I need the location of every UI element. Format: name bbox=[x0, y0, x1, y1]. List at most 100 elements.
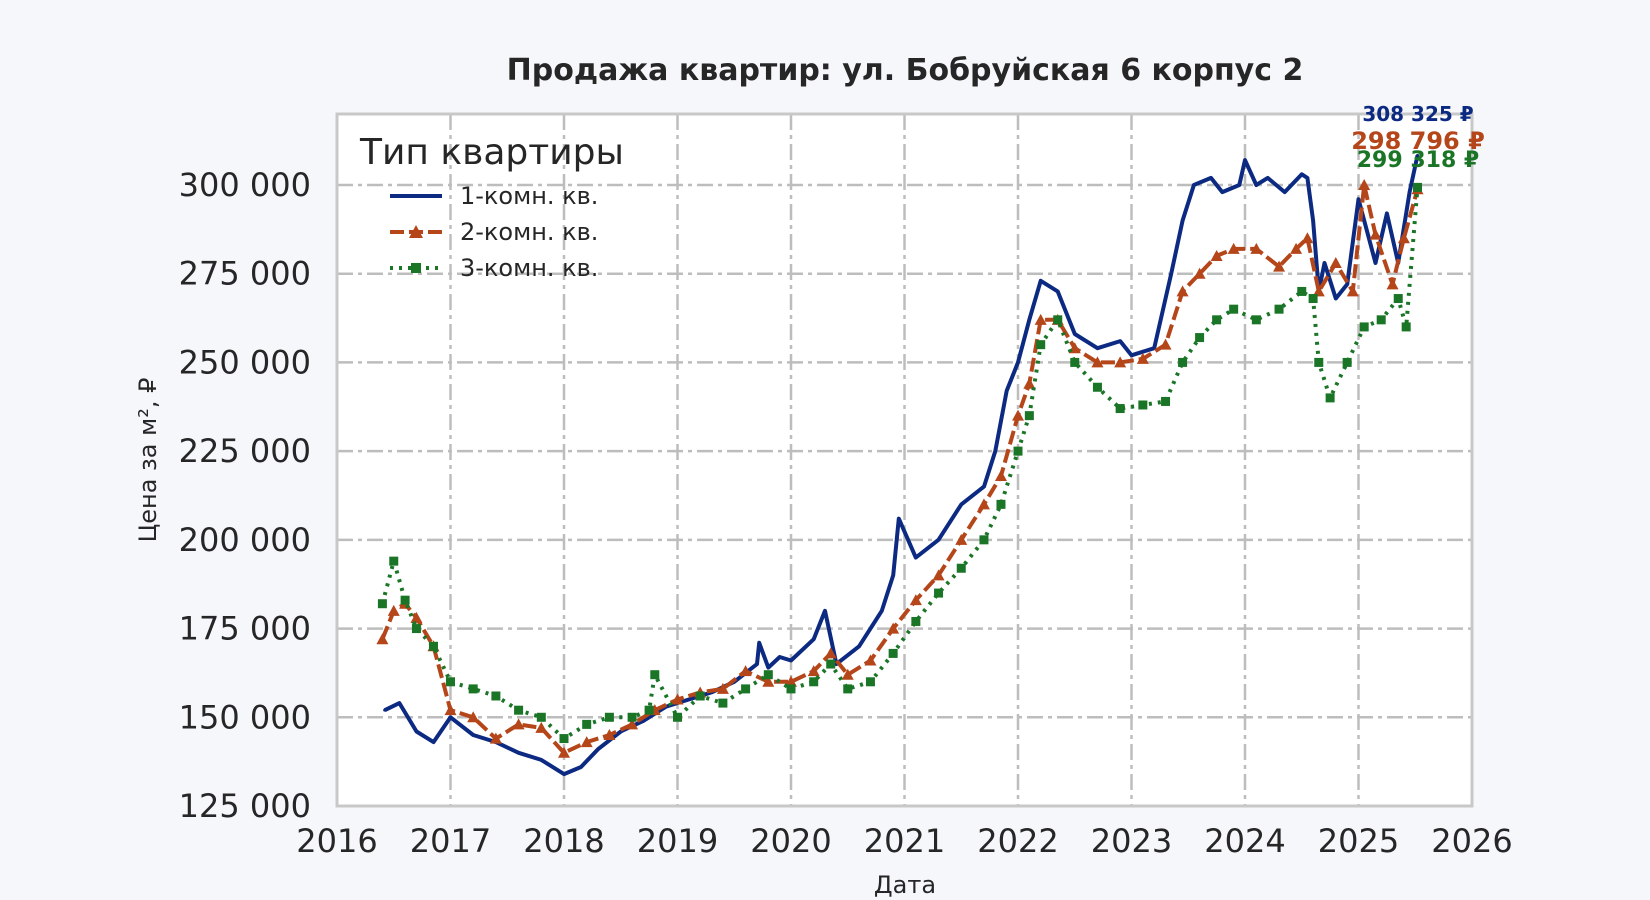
series-point-3 bbox=[604, 712, 614, 722]
series-point-3 bbox=[1325, 393, 1335, 403]
series-point-1 bbox=[562, 772, 566, 776]
series-point-2 bbox=[1290, 242, 1303, 254]
x-tick-label: 2017 bbox=[410, 822, 491, 860]
series-point-3 bbox=[741, 684, 751, 694]
series-point-2 bbox=[626, 718, 639, 730]
series-point-1 bbox=[1305, 176, 1309, 180]
series-point-1 bbox=[891, 573, 895, 577]
series-point-3 bbox=[582, 719, 592, 729]
series-point-3 bbox=[1024, 411, 1034, 421]
series-point-2 bbox=[1034, 313, 1047, 325]
series-point-1 bbox=[1243, 158, 1247, 162]
series-point-3 bbox=[491, 691, 501, 701]
series-point-1 bbox=[789, 659, 793, 663]
series-point-1 bbox=[1209, 176, 1213, 180]
y-tick-label: 200 000 bbox=[179, 521, 311, 559]
series-point-3 bbox=[718, 698, 728, 708]
series-point-2 bbox=[864, 654, 877, 666]
series-point-3 bbox=[411, 624, 421, 634]
y-tick-label: 225 000 bbox=[179, 432, 311, 470]
series-point-2 bbox=[1273, 260, 1286, 272]
y-tick-label: 175 000 bbox=[179, 610, 311, 648]
series-point-2 bbox=[558, 746, 570, 758]
series-point-1 bbox=[1416, 153, 1420, 157]
series-point-1 bbox=[1283, 190, 1287, 194]
series-point-3 bbox=[1212, 315, 1222, 325]
series-point-2 bbox=[739, 665, 752, 677]
series-point-2 bbox=[1312, 285, 1325, 297]
series-point-3 bbox=[468, 684, 478, 694]
series-point-1 bbox=[687, 698, 691, 702]
series-point-1 bbox=[1220, 190, 1224, 194]
y-tick-label: 300 000 bbox=[179, 166, 311, 204]
series-point-2 bbox=[603, 729, 616, 741]
series-point-3 bbox=[826, 659, 836, 669]
legend-marker-3 bbox=[411, 263, 421, 273]
series-point-1 bbox=[897, 517, 901, 521]
series-point-3 bbox=[1070, 357, 1080, 367]
x-axis-label: Дата bbox=[874, 871, 936, 899]
series-point-2 bbox=[1250, 242, 1263, 254]
series-point-3 bbox=[1297, 286, 1307, 296]
series-point-3 bbox=[1251, 315, 1261, 325]
legend-label-3: 3-комн. кв. bbox=[460, 254, 598, 282]
y-tick-label: 150 000 bbox=[179, 698, 311, 736]
series-point-2 bbox=[1386, 278, 1399, 290]
series-point-2 bbox=[671, 693, 684, 705]
legend-marker-2 bbox=[409, 225, 423, 238]
series-point-3 bbox=[865, 677, 875, 687]
series-point-1 bbox=[1095, 346, 1099, 350]
series-point-1 bbox=[778, 655, 782, 659]
series-point-3 bbox=[673, 712, 682, 722]
series-point-2 bbox=[1023, 377, 1036, 389]
series-point-3 bbox=[1178, 357, 1188, 367]
series-point-3 bbox=[644, 705, 654, 715]
series-point-3 bbox=[1314, 357, 1324, 367]
series-point-1 bbox=[914, 556, 918, 560]
series-point-3 bbox=[1053, 315, 1063, 325]
series-point-3 bbox=[695, 691, 705, 701]
series-point-2 bbox=[387, 604, 400, 616]
series-point-2 bbox=[444, 704, 457, 716]
series-point-3 bbox=[843, 684, 853, 694]
series-point-2 bbox=[580, 736, 593, 748]
series-point-3 bbox=[1036, 340, 1046, 350]
series-point-1 bbox=[1357, 197, 1360, 201]
series-point-2 bbox=[1397, 232, 1410, 244]
y-axis-label: Цена за м², ₽ bbox=[134, 378, 162, 543]
series-point-1 bbox=[1130, 353, 1133, 357]
series-point-1 bbox=[1016, 360, 1020, 364]
series-point-2 bbox=[1176, 285, 1189, 297]
series-point-3 bbox=[1195, 333, 1205, 343]
series-point-2 bbox=[1159, 338, 1172, 350]
x-tick-label: 2022 bbox=[977, 822, 1058, 860]
series-point-3 bbox=[888, 648, 898, 658]
series-point-1 bbox=[1039, 279, 1043, 283]
last-value-labels: 308 325 ₽298 796 ₽299 318 ₽ bbox=[1351, 102, 1485, 173]
series-point-1 bbox=[1169, 272, 1173, 276]
x-tick-label: 2019 bbox=[637, 822, 718, 860]
series-point-1 bbox=[449, 715, 452, 719]
legend-label-1: 1-комн. кв. bbox=[460, 182, 598, 210]
axis-ticks: 2016 2017 2018 2019 2020 2021 2022 2023 2024 2025… bbox=[179, 166, 1513, 860]
series-point-3 bbox=[1229, 304, 1239, 314]
series-point-3 bbox=[1413, 182, 1423, 192]
series-point-1 bbox=[993, 449, 997, 453]
series-point-2 bbox=[932, 569, 945, 581]
series-point-2 bbox=[1301, 232, 1314, 244]
legend-title: Тип квартиры bbox=[359, 132, 624, 173]
series-point-1 bbox=[1385, 211, 1389, 215]
legend: Тип квартиры 1-комн. кв. 2-комн. кв. 3-ком… bbox=[359, 132, 624, 282]
series-point-3 bbox=[400, 595, 410, 605]
series-point-1 bbox=[857, 644, 861, 648]
series-point-1 bbox=[1192, 183, 1196, 187]
x-tick-label: 2016 bbox=[296, 822, 377, 860]
series-point-3 bbox=[1138, 400, 1148, 410]
series-point-2 bbox=[977, 498, 990, 510]
series-point-3 bbox=[1376, 315, 1386, 325]
series-point-3 bbox=[786, 684, 796, 694]
series-point-3 bbox=[979, 535, 989, 545]
plot-border bbox=[335, 112, 1474, 808]
series-point-1 bbox=[1322, 261, 1326, 265]
